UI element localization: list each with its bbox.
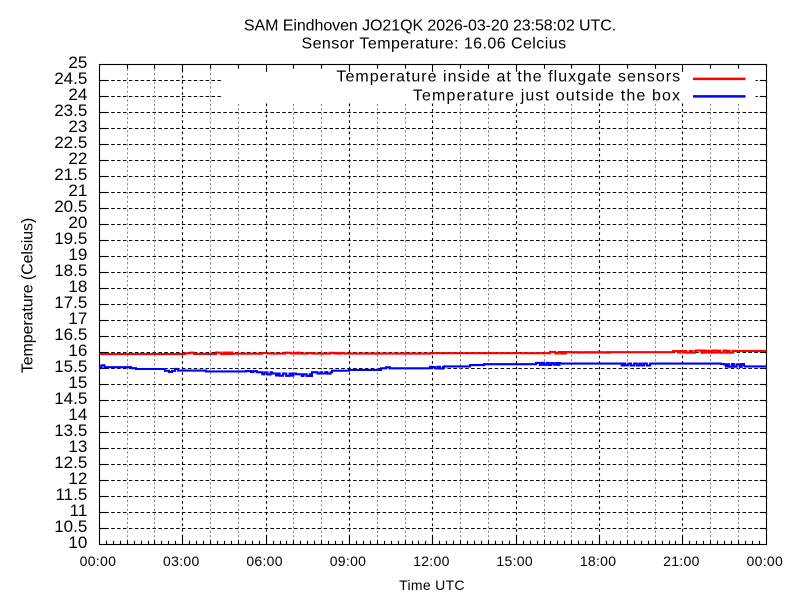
svg-text:12: 12: [68, 469, 87, 488]
svg-text:22: 22: [68, 149, 87, 168]
svg-text:23: 23: [68, 117, 87, 136]
svg-text:06:00: 06:00: [246, 553, 283, 569]
svg-text:11.5: 11.5: [55, 485, 87, 504]
svg-text:SAM Eindhoven JO21QK 2026-03-2: SAM Eindhoven JO21QK 2026-03-20 23:58:02…: [244, 18, 616, 35]
svg-text:10.5: 10.5: [54, 517, 87, 536]
svg-text:17: 17: [68, 309, 87, 328]
svg-text:Temperature just outside the b: Temperature just outside the box: [413, 87, 681, 104]
svg-text:Sensor Temperature: 16.06 Celc: Sensor Temperature: 16.06 Celcius: [301, 36, 566, 53]
svg-text:13.5: 13.5: [54, 421, 87, 440]
svg-text:10: 10: [68, 533, 87, 552]
svg-text:09:00: 09:00: [330, 553, 367, 569]
svg-text:00:00: 00:00: [747, 553, 784, 569]
svg-text:24: 24: [68, 85, 87, 104]
svg-text:20: 20: [68, 213, 87, 232]
svg-text:00:00: 00:00: [80, 553, 117, 569]
svg-text:25: 25: [68, 53, 87, 72]
svg-text:13: 13: [68, 437, 87, 456]
svg-text:16: 16: [68, 341, 87, 360]
svg-text:03:00: 03:00: [163, 553, 200, 569]
svg-text:15.5: 15.5: [54, 357, 87, 376]
svg-text:21.5: 21.5: [54, 165, 87, 184]
svg-text:16.5: 16.5: [54, 325, 87, 344]
svg-text:Temperature (Celsius): Temperature (Celsius): [20, 218, 37, 373]
svg-text:22.5: 22.5: [54, 133, 87, 152]
svg-text:19.5: 19.5: [54, 229, 87, 248]
svg-text:14.5: 14.5: [54, 389, 87, 408]
svg-text:18.5: 18.5: [54, 261, 87, 280]
svg-text:12.5: 12.5: [54, 453, 87, 472]
svg-text:21: 21: [68, 181, 87, 200]
svg-text:18: 18: [68, 277, 87, 296]
svg-text:21:00: 21:00: [663, 553, 700, 569]
svg-text:15: 15: [68, 373, 87, 392]
svg-text:17.5: 17.5: [54, 293, 87, 312]
svg-text:24.5: 24.5: [54, 69, 87, 88]
svg-text:11: 11: [70, 501, 88, 520]
svg-text:23.5: 23.5: [54, 101, 87, 120]
svg-text:12:00: 12:00: [413, 553, 450, 569]
svg-text:Time UTC: Time UTC: [399, 577, 465, 593]
svg-text:18:00: 18:00: [580, 553, 617, 569]
svg-text:19: 19: [68, 245, 87, 264]
svg-text:20.5: 20.5: [54, 197, 87, 216]
svg-text:14: 14: [68, 405, 87, 424]
svg-text:Temperature inside at the flux: Temperature inside at the fluxgate senso…: [336, 68, 681, 85]
svg-text:15:00: 15:00: [496, 553, 533, 569]
